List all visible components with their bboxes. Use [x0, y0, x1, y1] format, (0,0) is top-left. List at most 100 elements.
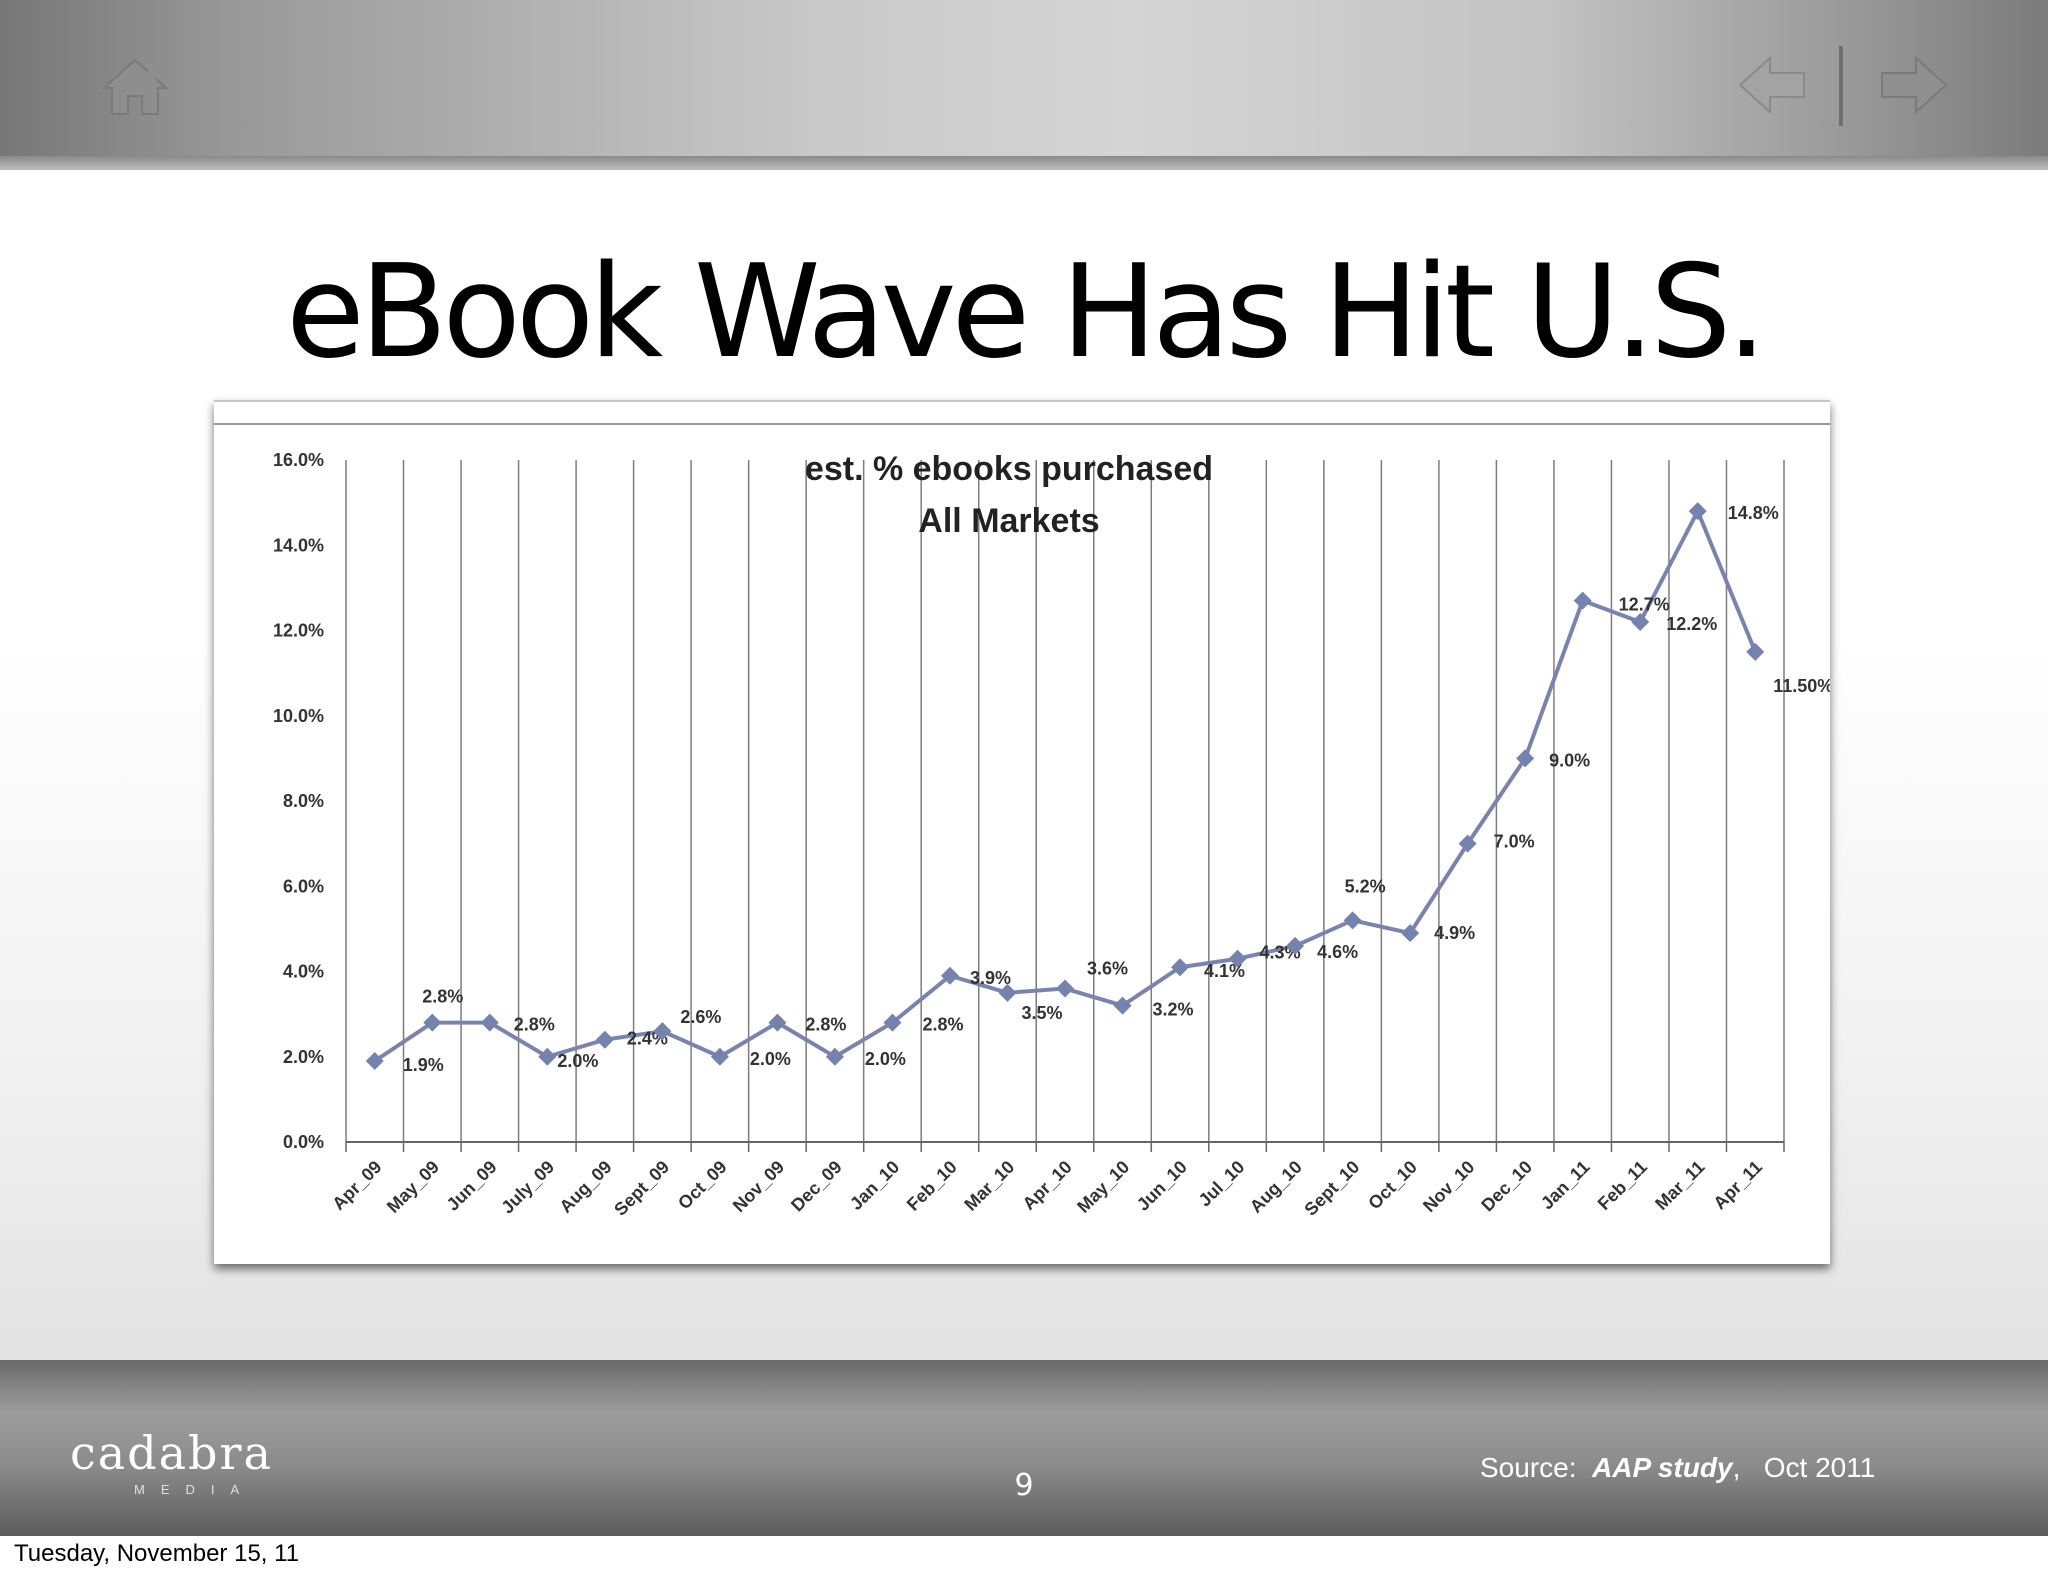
source-prefix: Source:: [1480, 1452, 1577, 1483]
y-tick-label: 2.0%: [283, 1047, 324, 1067]
x-tick-label: May_09: [383, 1157, 443, 1217]
x-tick-label: Mar_11: [1651, 1157, 1708, 1214]
x-tick-label: Jul_10: [1195, 1157, 1249, 1211]
data-point: [1228, 949, 1247, 968]
x-tick-label: Nov_10: [1419, 1157, 1478, 1216]
company-logo: cadabra: [70, 1426, 273, 1480]
page-number: 9: [1014, 1468, 1034, 1503]
chart-title-line2: All Markets: [918, 502, 1099, 540]
data-label: 5.2%: [1345, 876, 1386, 896]
x-tick-label: Apr_10: [1019, 1157, 1076, 1214]
data-label: 2.0%: [865, 1049, 906, 1069]
footer-date: Tuesday, November 15, 11: [14, 1540, 300, 1567]
x-tick-label: Feb_11: [1594, 1157, 1651, 1214]
top-toolbar: [0, 0, 2048, 170]
data-point: [825, 1047, 844, 1066]
x-tick-label: Jun_09: [443, 1157, 501, 1215]
data-label: 2.8%: [922, 1015, 963, 1035]
data-label: 1.9%: [403, 1055, 444, 1075]
data-label: 11.50%: [1773, 676, 1830, 696]
arrow-right-icon[interactable]: [1880, 54, 1948, 116]
data-point: [1516, 749, 1535, 768]
data-point: [1171, 958, 1190, 977]
arrow-left-icon[interactable]: [1738, 54, 1806, 116]
data-point: [653, 1022, 672, 1041]
y-tick-label: 6.0%: [283, 876, 324, 896]
data-label: 3.6%: [1087, 959, 1128, 979]
data-point: [480, 1013, 499, 1032]
chart-frame: 0.0% 2.0% 4.0% 6.0% 8.0% 10.0% 12.0% 14.0% 16.0%…: [214, 400, 1830, 1264]
chart-title-line1: est. % ebooks purchased: [805, 450, 1213, 488]
y-tick-label: 10.0%: [273, 706, 324, 726]
data-point: [883, 1013, 902, 1032]
x-tick-label: Aug_10: [1246, 1157, 1306, 1217]
data-label: 2.8%: [514, 1015, 555, 1035]
y-tick-label: 14.0%: [273, 535, 324, 555]
data-point: [1401, 924, 1420, 943]
data-point: [1458, 834, 1477, 853]
data-label: 3.9%: [970, 968, 1011, 988]
x-tick-label: Apr_09: [328, 1157, 385, 1214]
data-point: [1631, 612, 1650, 631]
x-tick-label: Oct_10: [1364, 1157, 1421, 1214]
home-icon[interactable]: [100, 56, 170, 118]
series-line: [373, 509, 1758, 1063]
data-point: [1113, 996, 1132, 1015]
x-tick-label: Nov_09: [729, 1157, 788, 1216]
data-label: 14.8%: [1728, 503, 1779, 523]
x-tick-label: Feb_10: [903, 1157, 961, 1215]
data-label: 7.0%: [1494, 832, 1535, 852]
line-chart: 0.0% 2.0% 4.0% 6.0% 8.0% 10.0% 12.0% 14.0% 16.0%…: [214, 423, 1830, 1220]
data-label: 4.9%: [1434, 923, 1475, 943]
source-citation: Source: AAP study, Oct 2011: [1480, 1452, 1875, 1484]
data-point: [940, 966, 959, 985]
y-tick-label: 8.0%: [283, 791, 324, 811]
data-label: 2.0%: [557, 1051, 598, 1071]
y-tick-label: 12.0%: [273, 621, 324, 641]
data-label: 3.5%: [1021, 1003, 1062, 1023]
x-tick-label: Jan_11: [1537, 1157, 1594, 1214]
data-point: [1286, 936, 1305, 955]
x-tick-label: Jan_10: [846, 1157, 903, 1214]
data-point: [538, 1047, 557, 1066]
x-tick-label: May_10: [1073, 1157, 1133, 1217]
data-label: 4.1%: [1204, 961, 1245, 981]
data-label: 2.8%: [422, 987, 463, 1007]
data-point: [1056, 979, 1074, 998]
x-tick-label: Mar_10: [960, 1157, 1018, 1215]
source-study: AAP study: [1592, 1452, 1733, 1483]
data-label: 12.2%: [1666, 614, 1717, 634]
x-tick-label: Sept_10: [1300, 1157, 1363, 1220]
x-tick-label: Sept_09: [610, 1157, 673, 1220]
data-point: [768, 1013, 787, 1032]
data-label: 3.2%: [1153, 1000, 1194, 1020]
data-point: [1343, 911, 1362, 930]
bottom-bar: cadabra MEDIA 9 Source: AAP study, Oct 2…: [0, 1360, 2048, 1536]
data-point: [1746, 642, 1765, 661]
x-tick-label: Dec_10: [1477, 1157, 1536, 1216]
x-tick-label: Aug_09: [556, 1157, 616, 1217]
data-point: [423, 1013, 442, 1032]
x-tick-label: Apr_11: [1709, 1157, 1766, 1214]
y-tick-label: 4.0%: [283, 962, 324, 982]
slide-title: eBook Wave Has Hit U.S.: [285, 238, 1767, 387]
y-tick-label: 0.0%: [283, 1132, 324, 1152]
x-tick-label: July_09: [497, 1157, 558, 1218]
data-point: [710, 1047, 729, 1066]
nav-divider: [1839, 46, 1843, 126]
logo-subtitle: MEDIA: [134, 1482, 256, 1497]
data-point: [595, 1030, 614, 1049]
data-point: [1688, 502, 1707, 521]
data-point: [365, 1052, 384, 1071]
data-label: 12.7%: [1619, 595, 1670, 615]
data-label: 2.0%: [750, 1049, 791, 1069]
data-label: 4.6%: [1317, 942, 1358, 962]
x-tick-label: Oct_09: [674, 1157, 731, 1214]
x-tick-label: Jun_10: [1133, 1157, 1191, 1215]
source-separator: ,: [1732, 1452, 1741, 1483]
y-tick-label: 16.0%: [273, 450, 324, 470]
data-label: 9.0%: [1549, 750, 1590, 770]
data-point: [1573, 591, 1592, 610]
data-point: [998, 983, 1017, 1002]
data-label: 2.6%: [680, 1007, 721, 1027]
